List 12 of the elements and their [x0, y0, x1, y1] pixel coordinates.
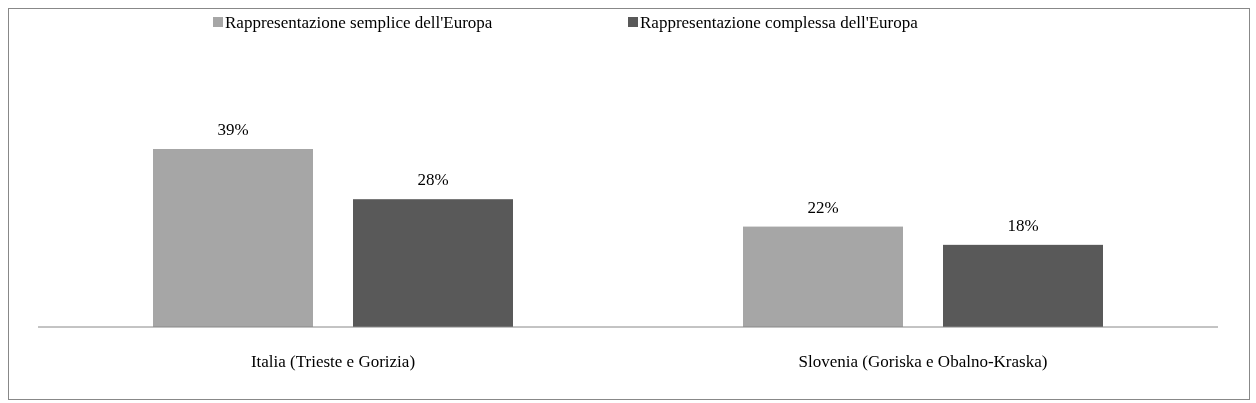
bar — [353, 199, 513, 327]
legend-label: Rappresentazione complessa dell'Europa — [640, 13, 919, 32]
data-label: 28% — [417, 170, 449, 190]
bar — [743, 226, 903, 327]
data-label: 18% — [1007, 215, 1039, 235]
data-label: 22% — [807, 197, 839, 217]
legend-label: Rappresentazione semplice dell'Europa — [225, 13, 493, 32]
bar — [153, 149, 313, 327]
x-tick-label: Slovenia (Goriska e Obalno-Kraska) — [798, 352, 1048, 371]
bar — [943, 244, 1103, 327]
x-tick-label: Italia (Trieste e Gorizia) — [250, 352, 416, 371]
data-label: 39% — [217, 120, 249, 139]
